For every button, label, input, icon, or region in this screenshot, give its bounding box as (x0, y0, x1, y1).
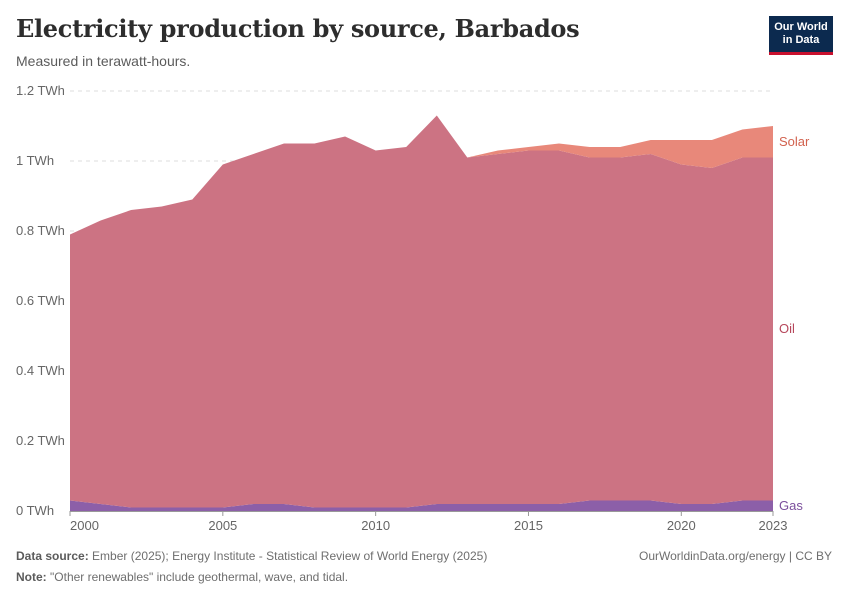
note-text: "Other renewables" include geothermal, w… (50, 570, 349, 584)
axes: 0 TWh 0.2 TWh 0.4 TWh 0.6 TWh 0.8 TWh 1 TWh 1.… (16, 83, 787, 533)
logo-line-1: Our World (774, 21, 828, 33)
logo-line-2: in Data (782, 34, 820, 46)
y-tick-label: 0 TWh (16, 503, 54, 518)
y-tick-label: 0.2 TWh (16, 433, 65, 448)
y-tick-label: 0.6 TWh (16, 293, 65, 308)
series-labels: Gas Oil Solar (779, 134, 810, 513)
y-tick-label: 1 TWh (16, 153, 54, 168)
owid-logo[interactable]: Our World in Data (769, 16, 833, 55)
owid-link[interactable]: OurWorldinData.org/energy | CC BY (639, 549, 832, 563)
x-tick-label: 2005 (208, 518, 237, 533)
data-source: Data source: Ember (2025); Energy Instit… (16, 549, 487, 563)
x-tick-label: 2015 (514, 518, 543, 533)
x-tick-label: 2010 (361, 518, 390, 533)
series-label-oil[interactable]: Oil (779, 321, 795, 336)
x-tick-label: 2000 (70, 518, 99, 533)
y-tick-label: 0.4 TWh (16, 363, 65, 378)
x-tick-label: 2020 (667, 518, 696, 533)
y-tick-label: 1.2 TWh (16, 83, 65, 98)
data-source-label: Data source: (16, 549, 89, 563)
area-oil[interactable] (70, 115, 773, 508)
area-series (70, 115, 773, 511)
chart-note: Note: "Other renewables" include geother… (16, 570, 348, 584)
data-source-text[interactable]: Ember (2025); Energy Institute - Statist… (92, 549, 488, 563)
series-label-solar[interactable]: Solar (779, 134, 810, 149)
series-label-gas[interactable]: Gas (779, 498, 803, 513)
x-tick-label: 2023 (759, 518, 788, 533)
chart-title: Electricity production by source, Barbad… (16, 14, 580, 43)
y-tick-label: 0.8 TWh (16, 223, 65, 238)
chart-subtitle: Measured in terawatt-hours. (16, 53, 191, 69)
note-label: Note: (16, 570, 47, 584)
